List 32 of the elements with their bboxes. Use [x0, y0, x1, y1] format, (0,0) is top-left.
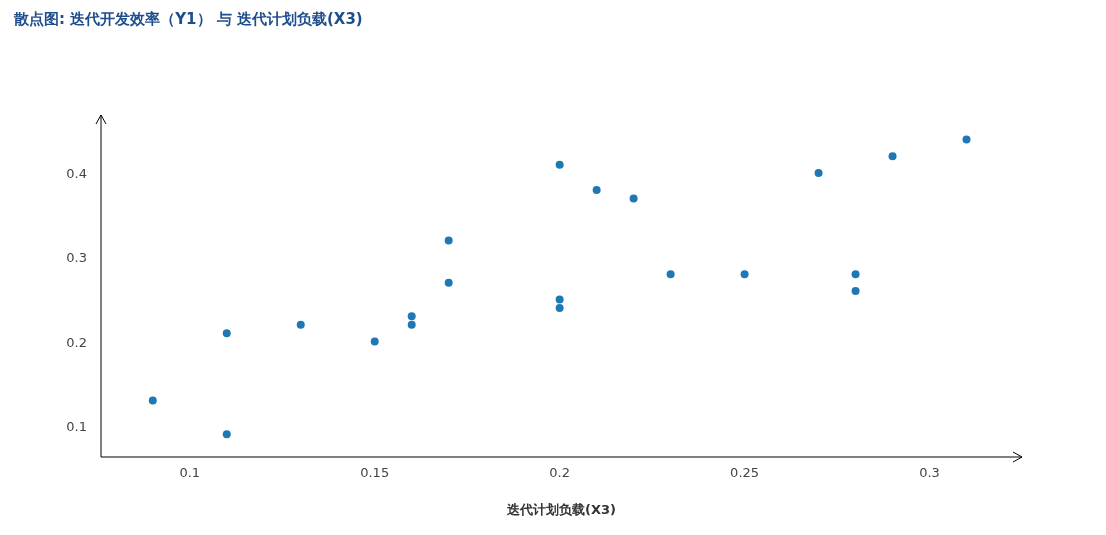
y-tick-label: 0.3: [66, 250, 87, 266]
point: [740, 270, 749, 279]
x-tick-label: 0.1: [179, 465, 201, 480]
y-tick-label: 0.2: [66, 334, 87, 350]
point: [851, 270, 860, 279]
x-tick-label: 0.15: [360, 465, 390, 480]
point: [407, 320, 416, 329]
point: [888, 152, 897, 161]
y-tick-label: 0.1: [66, 418, 87, 434]
point: [555, 160, 564, 169]
point: [222, 329, 231, 338]
point: [444, 236, 453, 245]
point: [370, 337, 379, 346]
point: [666, 270, 675, 279]
point: [851, 287, 860, 296]
point: [555, 295, 564, 304]
x-tick-label: 0.3: [919, 465, 940, 480]
x-tick-label: 0.2: [549, 465, 570, 480]
y-tick-label: 0.4: [66, 166, 87, 182]
point: [555, 303, 564, 312]
point: [444, 278, 453, 287]
x-axis-title: 迭代计划负载(X3): [506, 502, 616, 517]
point: [592, 185, 601, 194]
point: [296, 320, 305, 329]
x-tick-label: 0.25: [730, 465, 760, 480]
point: [814, 169, 823, 178]
point: [629, 194, 638, 203]
point: [222, 430, 231, 439]
point: [407, 312, 416, 321]
point: [962, 135, 971, 144]
point: [148, 396, 157, 405]
chart-title: 散点图: 迭代开发效率（Y1） 与 迭代计划负载(X3): [13, 10, 363, 28]
